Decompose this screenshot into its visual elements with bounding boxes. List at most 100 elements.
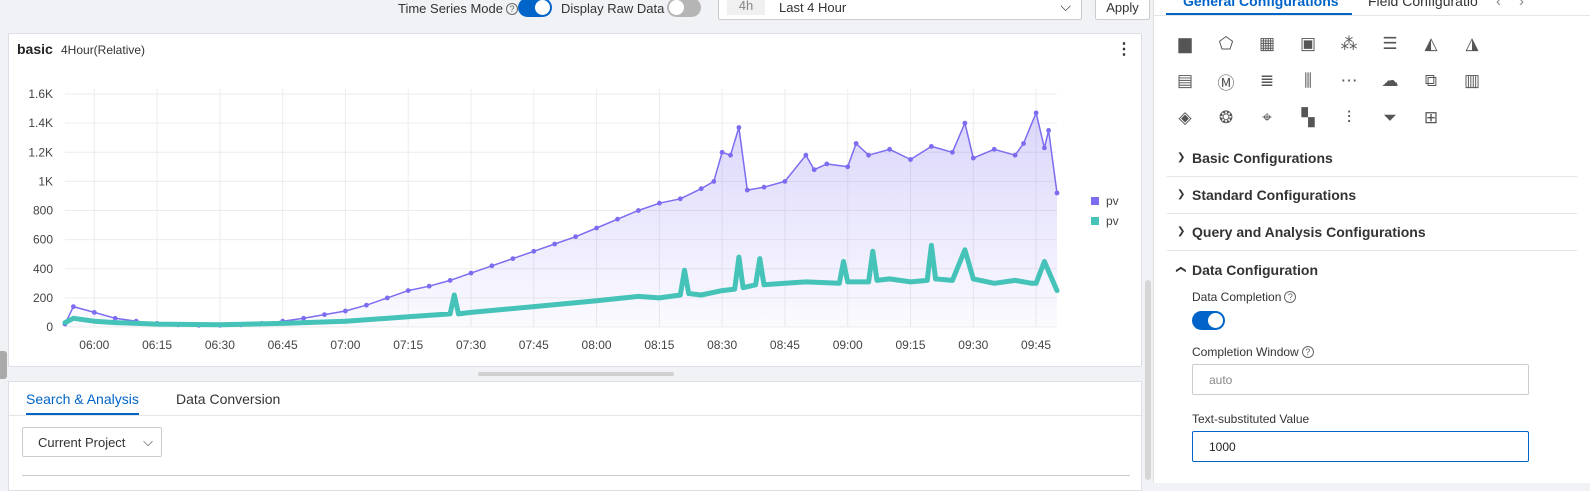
bubble-pro-icon[interactable]: ❂ [1218, 108, 1234, 127]
x-tick-label: 06:15 [142, 338, 172, 352]
x-tick-label: 08:30 [707, 338, 737, 352]
section-basic-configurations[interactable]: ❯ Basic Configurations [1167, 140, 1577, 177]
display-raw-data-toggle[interactable] [667, 0, 701, 17]
multi-value-icon[interactable]: ≣ [1259, 71, 1275, 90]
chevron-down-icon: ⌵ [143, 434, 153, 449]
config-panel: General Configurations Field Configurati… [1153, 0, 1590, 483]
chevron-right-icon[interactable]: › [1519, 0, 1524, 10]
data-point [489, 263, 495, 269]
bubble-icon[interactable]: ⁂ [1340, 34, 1358, 53]
data-point [824, 161, 830, 167]
collapse-handle[interactable] [0, 351, 7, 379]
data-point [343, 308, 348, 314]
data-point [866, 152, 871, 158]
data-point [1021, 141, 1026, 146]
y-tick-label: 600 [33, 233, 53, 247]
data-point [657, 200, 662, 206]
section-query-analysis-configurations[interactable]: ❯ Query and Analysis Configurations [1167, 214, 1577, 251]
display-raw-data-label: Display Raw Data [561, 1, 665, 16]
china-map-icon[interactable]: ◭ [1424, 34, 1438, 53]
boxplot-icon[interactable]: ⫼ [1304, 71, 1312, 90]
toggle-knob [1208, 313, 1223, 328]
project-select[interactable]: Current Project ⌵ [22, 427, 162, 457]
help-icon[interactable]: ? [1301, 346, 1314, 358]
apply-button[interactable]: Apply [1095, 0, 1150, 20]
list-icon[interactable]: ☰ [1382, 34, 1398, 53]
markdown-icon[interactable]: Ⓜ [1217, 73, 1235, 93]
data-point [719, 149, 725, 155]
single-value-icon[interactable]: ▣ [1299, 34, 1317, 53]
data-point [962, 120, 968, 126]
tab-field-configurations[interactable]: Field Configuratio [1368, 0, 1478, 9]
data-point [761, 184, 767, 190]
x-tick-label: 07:00 [330, 338, 360, 352]
more-options-icon[interactable]: ⋮ [1116, 41, 1132, 58]
y-tick-label: 400 [33, 262, 53, 276]
tab-divider [9, 415, 1143, 416]
x-tick-label: 07:30 [456, 338, 486, 352]
column-icon[interactable]: ▥ [1463, 71, 1481, 90]
radar-icon[interactable]: ⬠ [1218, 34, 1234, 53]
query-panel: Search & Analysis Data Conversion Curren… [8, 381, 1143, 491]
word-cloud-icon[interactable]: ☁ [1381, 71, 1399, 90]
chart-subtitle: 4Hour(Relative) [61, 43, 146, 57]
flow-icon[interactable]: ⋯ [1340, 71, 1358, 90]
data-point [1054, 190, 1060, 196]
section-label: Basic Configurations [1192, 150, 1333, 166]
statistic-icon[interactable]: ▤ [1176, 71, 1194, 90]
map-pro-icon[interactable]: ◈ [1178, 108, 1192, 127]
series-area [65, 112, 1057, 328]
bar-chart-icon[interactable]: ▆ [1178, 34, 1192, 53]
histogram-icon[interactable]: ⫶ [1346, 108, 1352, 127]
data-point [594, 225, 599, 231]
time-series-mode-text: Time Series Mode [398, 1, 503, 16]
time-range-short: 4h [727, 0, 765, 15]
table-icon[interactable]: ▦ [1258, 34, 1276, 53]
cross-table-icon[interactable]: ⊞ [1423, 108, 1439, 127]
tab-search-analysis[interactable]: Search & Analysis [26, 391, 139, 415]
data-point [845, 164, 851, 170]
data-point [744, 187, 750, 193]
help-icon[interactable]: ? [1284, 291, 1297, 303]
time-series-mode-toggle[interactable] [518, 0, 552, 17]
data-point [384, 295, 390, 301]
y-tick-label: 200 [33, 291, 53, 305]
x-tick-label: 09:30 [958, 338, 988, 352]
vertical-scrollbar[interactable] [1145, 280, 1151, 480]
topology-icon[interactable]: ⧉ [1424, 71, 1438, 90]
y-tick-label: 1.4K [28, 116, 53, 130]
location-icon[interactable]: ⌖ [1262, 108, 1272, 127]
data-point [426, 283, 432, 289]
section-standard-configurations[interactable]: ❯ Standard Configurations [1167, 177, 1577, 214]
data-point [698, 186, 704, 192]
world-map-icon[interactable]: ◮ [1465, 34, 1479, 53]
x-tick-label: 07:45 [519, 338, 549, 352]
data-point [1042, 145, 1047, 151]
help-icon[interactable]: ? [506, 3, 518, 15]
data-point [970, 155, 976, 161]
tab-general-configurations[interactable]: General Configurations [1183, 0, 1339, 9]
x-tick-label: 09:45 [1021, 338, 1051, 352]
completion-window-input[interactable]: auto [1192, 364, 1529, 395]
time-series-mode-label: Time Series Mode? [398, 1, 518, 16]
data-point [301, 315, 306, 321]
section-data-configuration[interactable]: ❯ Data Configuration [1167, 252, 1577, 289]
data-point [468, 270, 474, 276]
data-completion-toggle[interactable] [1192, 311, 1225, 330]
x-tick-label: 06:45 [268, 338, 298, 352]
treemap-icon[interactable]: ▚ [1301, 108, 1315, 127]
data-point [71, 304, 76, 309]
tab-data-conversion[interactable]: Data Conversion [176, 391, 281, 407]
data-point [736, 125, 742, 130]
funnel-icon[interactable]: ⏷ [1383, 108, 1397, 127]
chevron-left-icon[interactable]: ‹ [1496, 0, 1501, 10]
section-label: Query and Analysis Configurations [1192, 224, 1426, 240]
resize-handle[interactable] [478, 372, 674, 376]
section-label: Standard Configurations [1192, 187, 1357, 203]
data-point [1046, 128, 1051, 133]
data-point [728, 152, 733, 158]
text-substituted-input[interactable]: 1000 [1192, 431, 1529, 462]
data-point [991, 146, 997, 152]
time-range-select[interactable]: 4h Last 4 Hour ⌵ [718, 0, 1082, 20]
toggle-knob [535, 0, 550, 15]
